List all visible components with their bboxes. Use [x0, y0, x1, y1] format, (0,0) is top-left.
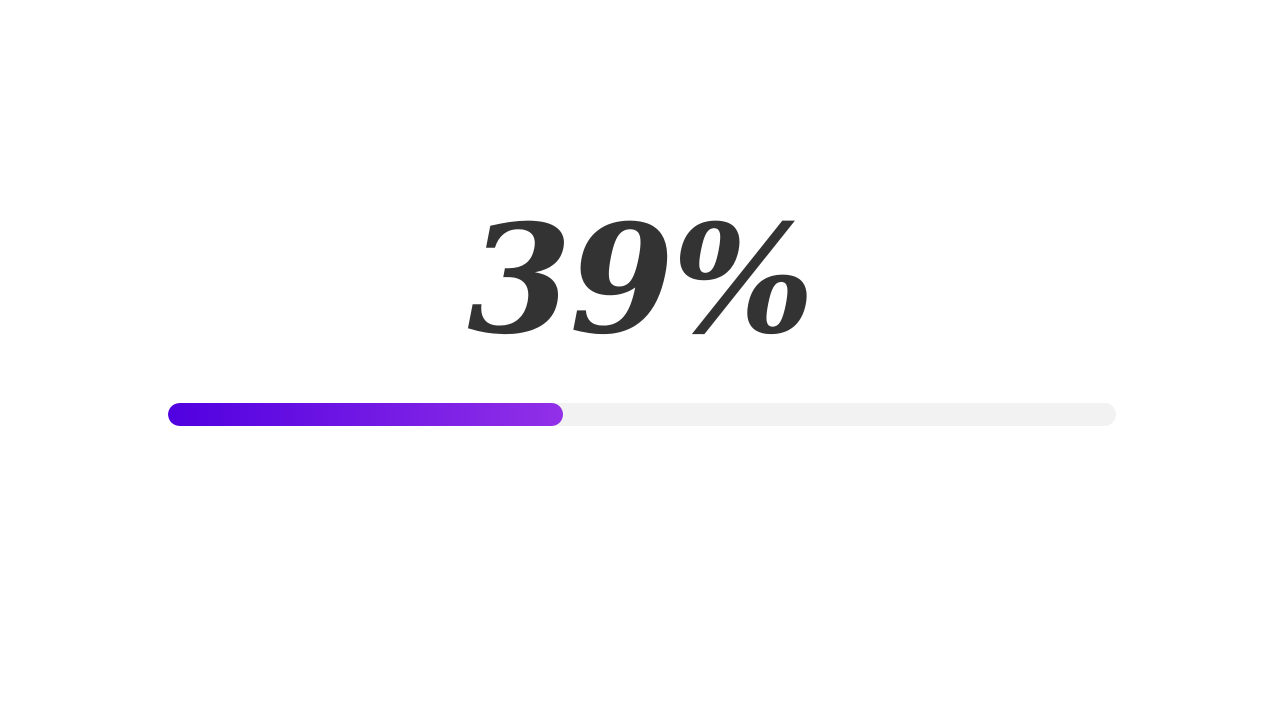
progress-bar-fill	[168, 403, 564, 426]
progress-bar-track	[168, 403, 1116, 426]
progress-percent-label: 39%	[467, 192, 814, 368]
